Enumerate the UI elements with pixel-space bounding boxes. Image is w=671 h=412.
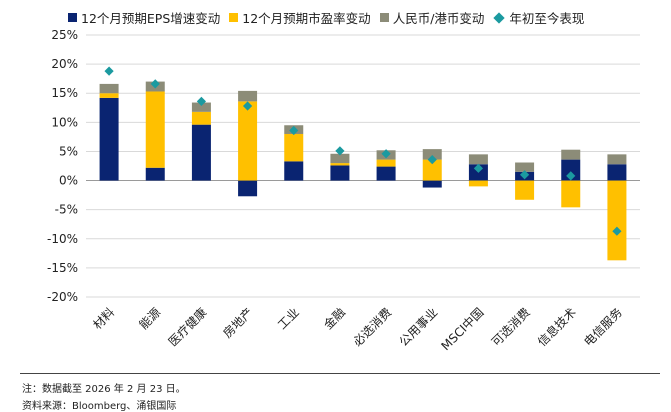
x-category-label: 金融 [320,305,348,333]
legend-swatch-pe [229,13,239,22]
bar-segment [99,93,119,98]
bar-segment [191,102,211,112]
ytd-marker [612,226,622,236]
ytd-marker [335,146,345,156]
x-category-label: 公用事业 [397,305,441,349]
bar-segment [561,159,581,181]
ytd-marker [519,170,530,180]
bar-segment [238,180,258,197]
bar-segment [145,167,165,181]
footer-source: 资料来源：Bloomberg、涌银国际 [22,401,177,412]
ytd-marker [242,101,253,111]
footer-note: 注：数据截至 2026 年 2 月 23 日。 [22,384,186,395]
y-tick-label: 5% [59,144,78,158]
x-category-label: 必选消费 [350,305,394,349]
bar-segment [191,111,211,125]
bar-segment [376,166,396,181]
y-tick-label: 20% [51,57,78,71]
bar-segment [330,153,350,164]
bar-segment [330,165,350,181]
footer-divider [20,373,660,374]
bar-segment [422,159,442,181]
x-category-label: 材料 [90,305,117,332]
ytd-marker [427,154,437,165]
ytd-marker [150,79,160,89]
bar-segment [607,164,627,181]
legend-marker-ytd [493,11,506,24]
bar-segment [330,163,350,166]
x-category-label: 可选消费 [489,305,533,349]
bar-segment [99,83,119,94]
legend-label-pe: 12个月预期市盈率变动 [242,11,371,26]
legend-item-pe: 12个月预期市盈率变动 [229,8,371,27]
legend: 12个月预期EPS增速变动 12个月预期市盈率变动 人民币/港币变动 年初至今表… [68,8,593,27]
legend-label-eps: 12个月预期EPS增速变动 [81,11,221,26]
x-category-label: MSCI中国 [438,305,487,354]
y-tick-label: -5% [55,203,78,217]
bar-segment [607,180,627,261]
ytd-marker [289,125,299,136]
ytd-marker [196,96,207,106]
legend-item-fx: 人民币/港币变动 [379,8,485,27]
y-tick-label: 0% [59,174,78,188]
ytd-marker [381,149,391,159]
bar-segment [191,124,211,181]
bar-segment [238,101,258,181]
legend-swatch-eps [68,13,77,22]
x-category-label: 房地产 [220,305,256,341]
bar-segment [561,149,581,160]
ytd-marker [566,171,576,181]
bar-segment [422,149,442,160]
bar-segment [284,133,304,162]
y-tick-label: -15% [47,261,78,275]
y-tick-label: 25% [51,28,78,42]
x-category-label: 信息技术 [534,305,579,350]
y-tick-label: 10% [51,115,78,129]
bar-segment [515,180,535,200]
x-category-label: 能源 [136,305,163,332]
y-tick-label: -20% [47,290,78,304]
bar-segment [99,97,119,181]
bar-segment [561,180,581,208]
bar-segment [468,180,488,187]
bar-segment [284,161,304,181]
bar-segment [468,154,488,165]
bar-segment [515,162,535,172]
ytd-marker [104,66,114,76]
bar-segment [145,91,165,168]
bar-segment [607,154,627,165]
x-category-label: 电信服务 [580,305,625,350]
legend-label-fx: 人民币/港币变动 [392,11,485,26]
y-tick-label: -10% [47,232,78,246]
bar-segment [238,90,258,102]
legend-item-ytd: 年初至今表现 [493,8,584,27]
bar-segment [422,180,442,188]
bar-segment [376,159,396,167]
y-tick-label: 15% [51,86,78,100]
x-category-label: 医疗健康 [165,305,210,350]
legend-swatch-fx [379,13,389,22]
legend-label-ytd: 年初至今表现 [509,11,585,26]
legend-item-eps: 12个月预期EPS增速变动 [68,8,220,27]
x-category-label: 工业 [275,305,302,332]
ytd-marker [473,163,484,173]
